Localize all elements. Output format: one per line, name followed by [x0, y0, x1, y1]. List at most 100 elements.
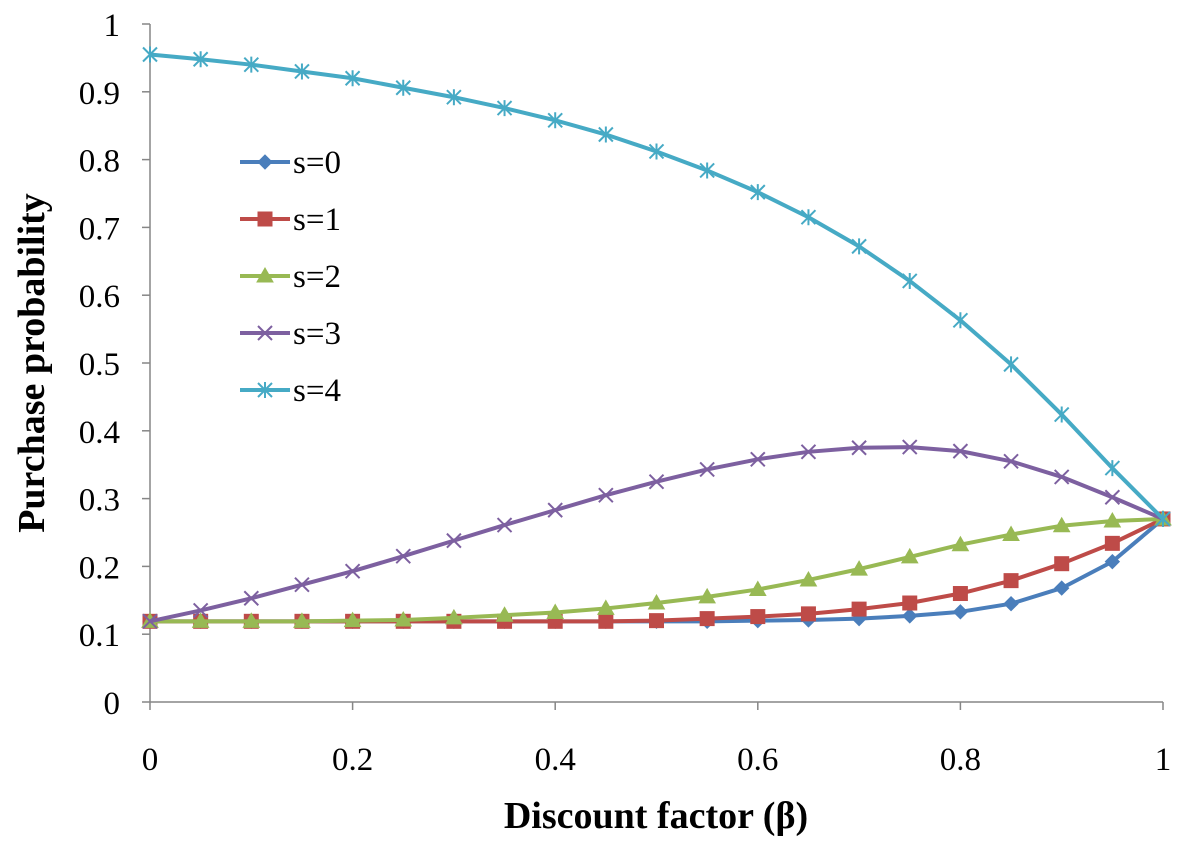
- data-point: [647, 594, 666, 610]
- data-point: [1103, 511, 1122, 528]
- data-point: [496, 517, 513, 533]
- data-point: [1104, 535, 1120, 551]
- y-tick-label: 0.5: [79, 347, 120, 383]
- legend-item: s=2: [240, 259, 341, 295]
- data-point: [698, 587, 717, 604]
- data-point: [1003, 595, 1019, 612]
- data-point: [902, 272, 918, 289]
- data-point: [952, 312, 969, 329]
- data-point: [748, 580, 767, 596]
- y-ticks: 0 0.1 0.2 0.3 0.4 0.5 0.6 0.7 0.8 0.9 1: [79, 8, 150, 722]
- data-point: [598, 613, 614, 629]
- data-point: [598, 487, 614, 503]
- data-point: [800, 606, 816, 622]
- data-point: [142, 46, 158, 63]
- data-point: [1054, 556, 1070, 572]
- x-tick-label: 0.2: [332, 742, 373, 778]
- data-point: [952, 604, 969, 620]
- data-point: [850, 560, 868, 576]
- data-point: [1052, 516, 1071, 533]
- data-point: [294, 63, 310, 80]
- data-point: [1003, 453, 1019, 470]
- legend-marker: [256, 266, 274, 283]
- legend-label: s=1: [293, 202, 341, 238]
- data-point: [243, 56, 260, 73]
- legend-marker: [257, 154, 273, 170]
- y-axis-title: Purchase probability: [11, 193, 53, 533]
- data-point: [1003, 573, 1019, 589]
- series-lines: [141, 46, 1172, 630]
- data-point: [243, 590, 260, 606]
- data-point: [294, 576, 310, 593]
- legend-item: s=4: [240, 373, 341, 409]
- data-point: [851, 238, 867, 255]
- data-point: [445, 608, 463, 625]
- legend-label: s=4: [293, 373, 341, 409]
- y-tick-label: 0: [104, 686, 121, 722]
- data-point: [648, 143, 665, 160]
- y-tick-label: 0.2: [79, 550, 120, 586]
- data-point: [293, 612, 311, 628]
- data-point: [902, 595, 918, 611]
- legend-marker: [257, 382, 273, 398]
- data-point: [699, 162, 715, 179]
- data-point: [344, 70, 361, 87]
- data-point: [547, 112, 563, 129]
- data-point: [395, 79, 411, 96]
- legend-label: s=0: [293, 145, 341, 181]
- data-point: [446, 532, 462, 549]
- data-point: [800, 209, 817, 226]
- data-point: [900, 547, 919, 564]
- y-tick-label: 0.1: [79, 618, 120, 654]
- legend: s=0 s=1 s=2 s=3 s=4: [240, 145, 341, 409]
- data-point: [1002, 525, 1020, 542]
- y-tick-label: 0.8: [79, 144, 120, 180]
- data-point: [598, 126, 614, 143]
- data-point: [699, 611, 715, 627]
- legend-marker: [257, 325, 273, 341]
- data-point: [546, 603, 565, 620]
- data-point: [1104, 489, 1121, 505]
- data-point: [750, 184, 766, 201]
- y-tick-label: 1: [104, 8, 121, 44]
- x-tick-label: 0.4: [535, 742, 576, 778]
- data-point: [952, 443, 969, 459]
- data-point: [192, 602, 209, 619]
- y-tick-label: 0.7: [79, 211, 120, 247]
- data-point: [851, 440, 867, 456]
- legend-label: s=2: [293, 259, 341, 295]
- x-axis-title: Discount factor (β): [504, 795, 808, 837]
- data-point: [142, 613, 158, 630]
- series-triangle: [141, 509, 1172, 628]
- y-tick-label: 0.4: [79, 415, 120, 451]
- legend-label: s=3: [293, 316, 341, 352]
- series-star: [142, 46, 1171, 527]
- x-tick-label: 0: [142, 742, 159, 778]
- data-point: [951, 535, 970, 552]
- legend-item: s=1: [240, 202, 341, 238]
- x-tick-label: 1: [1155, 742, 1172, 778]
- data-point: [446, 89, 462, 106]
- data-point: [902, 439, 918, 455]
- data-point: [242, 612, 261, 628]
- data-point: [750, 451, 766, 467]
- data-point: [1155, 510, 1171, 527]
- data-point: [395, 548, 411, 564]
- data-point: [496, 100, 513, 117]
- data-point: [394, 610, 413, 627]
- y-tick-label: 0.3: [79, 483, 120, 519]
- legend-item: s=0: [240, 145, 341, 181]
- data-point: [699, 461, 715, 478]
- data-point: [799, 570, 818, 587]
- data-point: [649, 613, 664, 629]
- data-point: [1053, 469, 1070, 485]
- data-point: [750, 609, 766, 625]
- y-tick-label: 0.6: [79, 279, 120, 315]
- data-point: [495, 606, 514, 622]
- data-point: [800, 444, 817, 460]
- data-point: [344, 563, 361, 579]
- data-point: [851, 601, 867, 617]
- data-point: [648, 473, 665, 490]
- data-point: [343, 611, 362, 628]
